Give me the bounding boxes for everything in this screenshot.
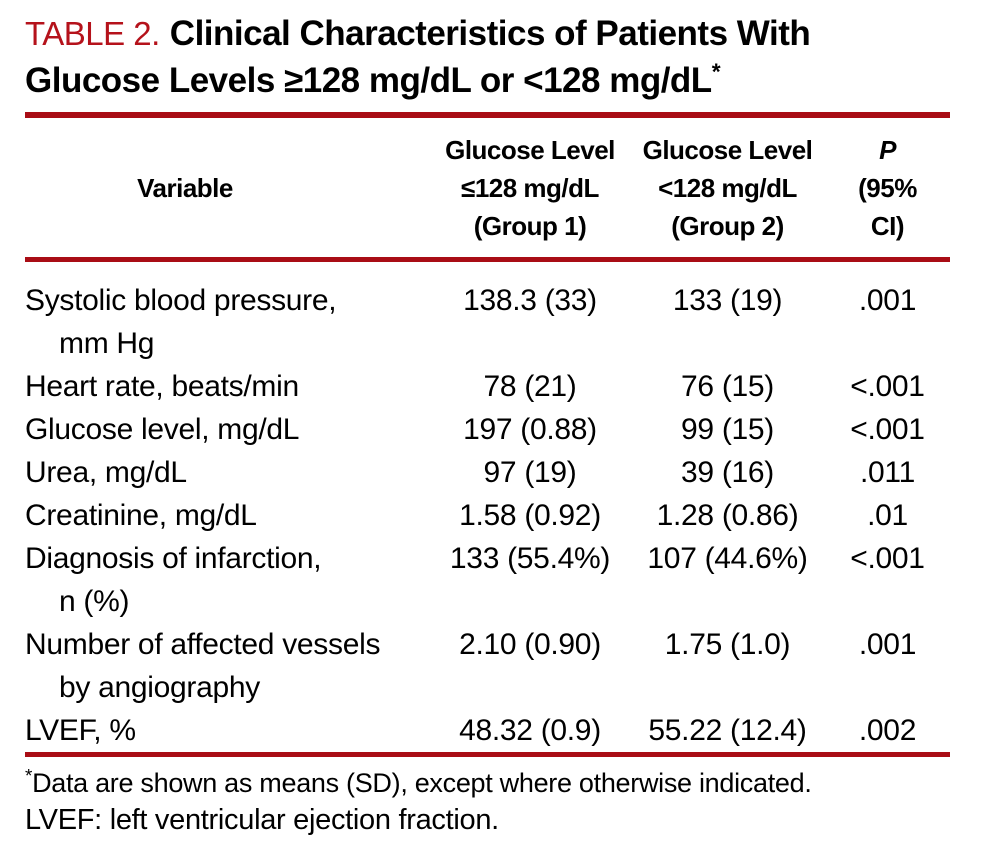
row-variable: Glucose level, mg/dL bbox=[25, 408, 430, 451]
row-group1-value: 2.10 (0.90) bbox=[459, 628, 601, 661]
table-row: Systolic blood pressure, mm Hg 138.3 (33)… bbox=[25, 279, 950, 365]
variable-line: Number of affected vessels bbox=[25, 628, 381, 661]
row-p-value: <.001 bbox=[850, 370, 925, 403]
variable-line: LVEF, % bbox=[25, 714, 136, 747]
row-group1-value: 197 (0.88) bbox=[463, 413, 597, 446]
row-p-value: .001 bbox=[858, 628, 917, 661]
table-title-line-2: Glucose Levels ≥128 mg/dL or <128 mg/dL* bbox=[25, 57, 950, 104]
table-row: Number of affected vessels by angiography… bbox=[25, 623, 950, 709]
row-group1-value: 97 (19) bbox=[483, 456, 577, 489]
column-header-group2-line: <128 mg/dL bbox=[658, 173, 797, 203]
variable-line: Diagnosis of infarction, bbox=[25, 542, 322, 575]
variable-line: n (%) bbox=[59, 585, 130, 618]
row-p-value: .011 bbox=[860, 456, 915, 489]
table-title-text-1: Clinical Characteristics of Patients Wit… bbox=[169, 14, 811, 53]
column-header-group1-line: Glucose Level bbox=[445, 135, 615, 165]
header-rule bbox=[25, 257, 950, 262]
variable-line: by angiography bbox=[59, 671, 260, 704]
top-rule bbox=[25, 112, 950, 118]
row-variable: Systolic blood pressure, mm Hg bbox=[25, 279, 430, 365]
row-group2-value: 39 (16) bbox=[681, 456, 774, 489]
variable-line: Glucose level, mg/dL bbox=[25, 413, 300, 446]
column-header-group2: Glucose Level <128 mg/dL (Group 2) bbox=[630, 131, 825, 245]
row-p-value: .002 bbox=[858, 714, 917, 747]
row-group2-value: 1.28 (0.86) bbox=[656, 499, 799, 532]
column-header-group1-line: (Group 1) bbox=[473, 211, 587, 241]
variable-line: Creatinine, mg/dL bbox=[25, 499, 257, 532]
table-row: Heart rate, beats/min 78 (21) 76 (15) <.… bbox=[25, 365, 950, 408]
row-p-value: .001 bbox=[858, 284, 917, 317]
table-title-line-1: TABLE 2. Clinical Characteristics of Pati… bbox=[25, 10, 950, 57]
variable-line: Systolic blood pressure, bbox=[25, 284, 337, 317]
row-variable: Number of affected vessels by angiography bbox=[25, 623, 430, 709]
row-group1-value: 138.3 (33) bbox=[463, 284, 597, 317]
row-p-value: <.001 bbox=[850, 413, 925, 446]
row-group1-value: 133 (55.4%) bbox=[449, 542, 611, 575]
row-group1-value: 1.58 (0.92) bbox=[459, 499, 601, 532]
row-group2-value: 76 (15) bbox=[681, 370, 774, 403]
footnotes: *Data are shown as means (SD), except wh… bbox=[25, 765, 950, 839]
column-header-variable-label: Variable bbox=[137, 173, 233, 203]
title-footnote-marker: * bbox=[711, 58, 721, 85]
row-group2-value: 133 (19) bbox=[672, 284, 783, 317]
column-header-p-line: (95% bbox=[858, 173, 917, 203]
table-row: Creatinine, mg/dL 1.58 (0.92) 1.28 (0.86… bbox=[25, 494, 950, 537]
table-title: TABLE 2. Clinical Characteristics of Pati… bbox=[25, 10, 950, 104]
column-header-group1-line: ≤128 mg/dL bbox=[461, 173, 599, 203]
footnote-lvef-definition: LVEF: left ventricular ejection fraction… bbox=[25, 801, 950, 839]
row-group2-value: 55.22 (12.4) bbox=[648, 714, 807, 747]
column-header-group2-line: (Group 2) bbox=[671, 211, 784, 241]
table-row: Urea, mg/dL 97 (19) 39 (16) .011 bbox=[25, 451, 950, 494]
variable-line: Heart rate, beats/min bbox=[25, 370, 299, 403]
table-row: Glucose level, mg/dL 197 (0.88) 99 (15) … bbox=[25, 408, 950, 451]
table-row: LVEF, % 48.32 (0.9) 55.22 (12.4) .002 bbox=[25, 709, 950, 752]
table-figure: TABLE 2. Clinical Characteristics of Pati… bbox=[25, 10, 950, 839]
row-p-value: <.001 bbox=[850, 542, 925, 575]
table-title-text-2: Glucose Levels ≥128 mg/dL or <128 mg/dL bbox=[25, 61, 712, 100]
column-header-variable: Variable bbox=[25, 131, 430, 245]
table-row: Diagnosis of infarction, n (%) 133 (55.4%… bbox=[25, 537, 950, 623]
column-header-p: P (95% CI) bbox=[825, 131, 950, 245]
footnote-marker: * bbox=[25, 766, 33, 787]
column-header-p-symbol: P bbox=[879, 135, 896, 165]
variable-line: mm Hg bbox=[59, 327, 155, 360]
column-header-group1: Glucose Level ≤128 mg/dL (Group 1) bbox=[430, 131, 630, 245]
column-header-group2-line: Glucose Level bbox=[642, 135, 813, 165]
row-group2-value: 99 (15) bbox=[681, 413, 774, 446]
row-p-value: .01 bbox=[867, 499, 908, 532]
footnote-lvef-text: LVEF: left ventricular ejection fraction… bbox=[25, 804, 499, 836]
footnote-data-note-text: Data are shown as means (SD), except whe… bbox=[32, 768, 812, 798]
column-header-p-line: CI) bbox=[870, 211, 905, 241]
row-variable: Heart rate, beats/min bbox=[25, 365, 430, 408]
row-group1-value: 78 (21) bbox=[483, 370, 577, 403]
row-variable: Urea, mg/dL bbox=[25, 451, 430, 494]
table-body: Systolic blood pressure, mm Hg 138.3 (33)… bbox=[25, 279, 950, 752]
row-variable: Creatinine, mg/dL bbox=[25, 494, 430, 537]
table-label: TABLE 2. bbox=[25, 15, 160, 52]
bottom-rule bbox=[25, 752, 950, 757]
row-variable: LVEF, % bbox=[25, 709, 430, 752]
row-variable: Diagnosis of infarction, n (%) bbox=[25, 537, 430, 623]
row-group1-value: 48.32 (0.9) bbox=[459, 714, 601, 747]
row-group2-value: 1.75 (1.0) bbox=[664, 628, 791, 661]
table-header-row: Variable Glucose Level ≤128 mg/dL (Group… bbox=[25, 131, 950, 245]
footnote-data-note: *Data are shown as means (SD), except wh… bbox=[25, 765, 950, 801]
variable-line: Urea, mg/dL bbox=[25, 456, 187, 489]
row-group2-value: 107 (44.6%) bbox=[647, 542, 808, 575]
